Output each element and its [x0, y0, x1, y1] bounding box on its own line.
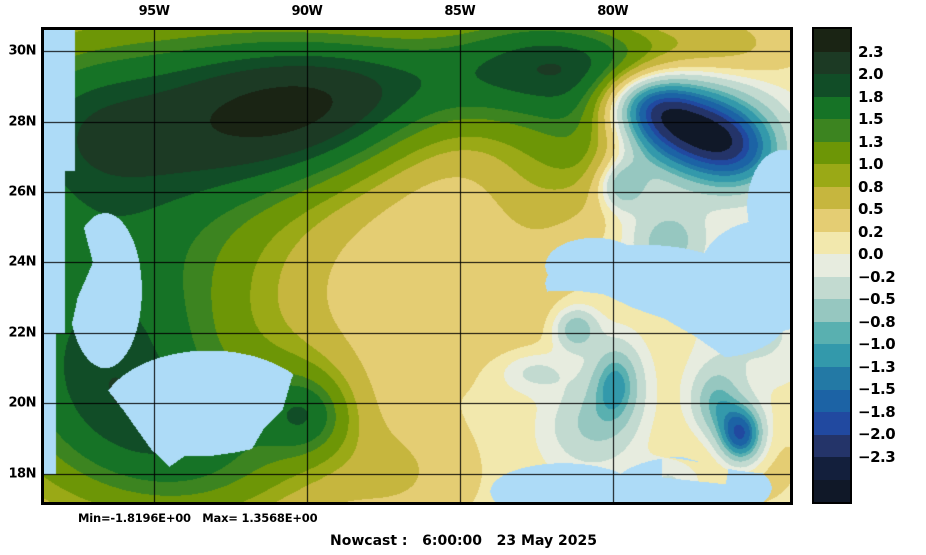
lon-tick-95w: 95W [138, 4, 170, 19]
colorbar-tick-3: 1.5 [858, 110, 884, 129]
colorbar-tick-6: 0.8 [858, 177, 884, 196]
colorbar-band-14 [814, 344, 850, 367]
lat-tick-18n: 18N [8, 466, 37, 482]
colorbar-band-13 [814, 321, 850, 345]
colorbar-tick-labels: 2.3 2.0 1.8 1.5 1.3 1.0 0.8 0.5 0.2 0.0 −0.2 −0.5 −0… [858, 27, 924, 504]
colorbar-band-16 [814, 389, 850, 413]
lat-tick-26n: 26N [8, 184, 37, 200]
colorbar-tick-8: 0.2 [858, 222, 884, 241]
colorbar-tick-10: −0.2 [858, 267, 896, 286]
colorbar-tick-11: −0.5 [858, 290, 896, 309]
colorbar-band-8 [814, 209, 850, 232]
colorbar-tick-1: 2.0 [858, 65, 884, 84]
colorbar-tick-0: 2.3 [858, 42, 884, 61]
colorbar [812, 27, 852, 504]
colorbar-band-15 [814, 366, 850, 390]
colorbar-tick-12: −0.8 [858, 312, 896, 331]
colorbar-band-12 [814, 299, 850, 322]
colorbar-band-20 [814, 479, 850, 503]
colorbar-band-2 [814, 74, 850, 97]
lat-tick-30n: 30N [8, 43, 37, 59]
nowcast-timestamp: Nowcast : 6:00:00 23 May 2025 [330, 533, 597, 549]
colorbar-band-17 [814, 412, 850, 435]
colorbar-band-0 [814, 29, 850, 52]
lat-tick-28n: 28N [8, 114, 37, 130]
lat-tick-22n: 22N [8, 325, 37, 341]
colorbar-band-3 [814, 96, 850, 120]
colorbar-tick-14: −1.3 [858, 357, 896, 376]
colorbar-band-1 [814, 51, 850, 75]
colorbar-tick-7: 0.5 [858, 200, 884, 219]
map-plot-frame [41, 27, 793, 505]
colorbar-tick-9: 0.0 [858, 245, 884, 264]
colorbar-band-5 [814, 141, 850, 165]
colorbar-band-9 [814, 231, 850, 255]
colorbar-tick-4: 1.3 [858, 132, 884, 151]
colorbar-tick-5: 1.0 [858, 155, 884, 174]
lat-tick-24n: 24N [8, 254, 37, 270]
colorbar-tick-13: −1.0 [858, 335, 896, 354]
colorbar-band-19 [814, 457, 850, 480]
colorbar-tick-15: −1.5 [858, 380, 896, 399]
lon-tick-90w: 90W [291, 4, 323, 19]
colorbar-band-11 [814, 276, 850, 300]
colorbar-band-10 [814, 254, 850, 277]
lat-tick-20n: 20N [8, 395, 37, 411]
minmax-annotation: Min=-1.8196E+00 Max= 1.3568E+00 [78, 511, 318, 525]
colorbar-band-6 [814, 164, 850, 187]
colorbar-tick-18: −2.3 [858, 447, 896, 466]
colorbar-tick-17: −2.0 [858, 425, 896, 444]
colorbar-tick-16: −1.8 [858, 402, 896, 421]
colorbar-band-18 [814, 434, 850, 458]
lon-tick-85w: 85W [444, 4, 476, 19]
colorbar-tick-2: 1.8 [858, 87, 884, 106]
colorbar-band-7 [814, 186, 850, 210]
contour-field-canvas [44, 30, 790, 502]
lon-tick-80w: 80W [597, 4, 629, 19]
colorbar-band-4 [814, 119, 850, 142]
